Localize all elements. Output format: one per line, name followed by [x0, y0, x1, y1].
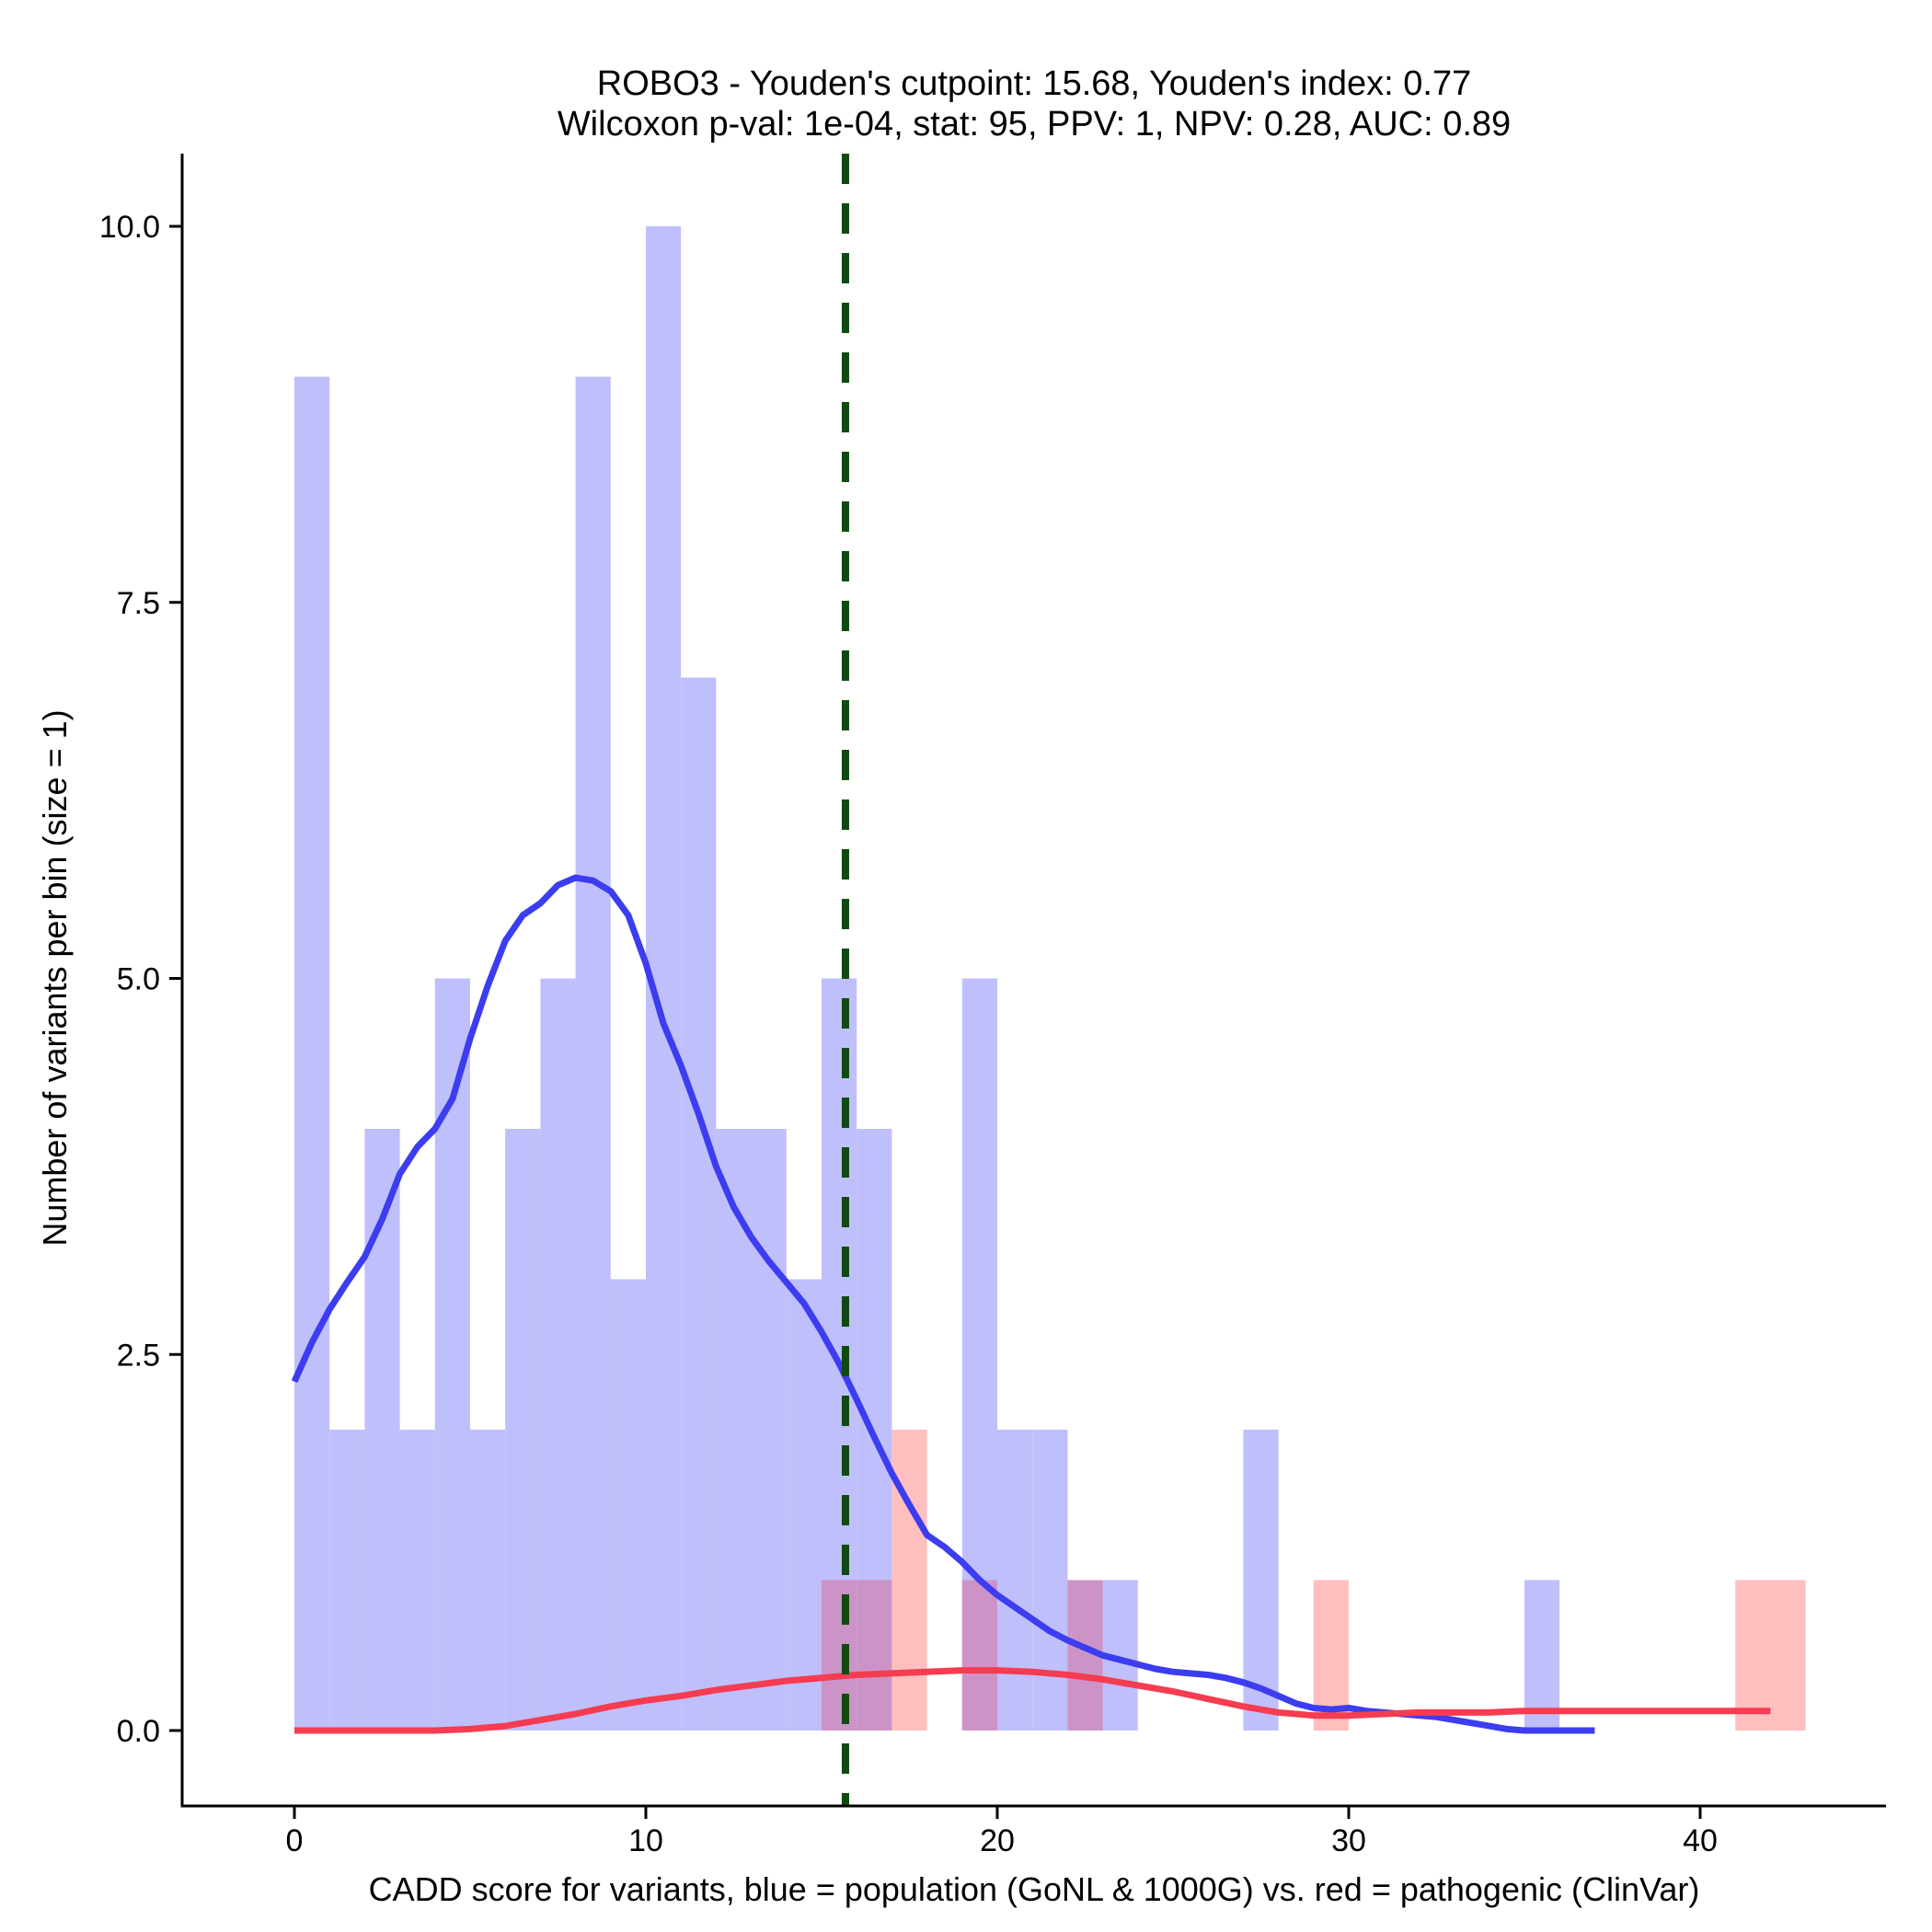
population-bar [610, 1279, 646, 1731]
population-bar [1524, 1580, 1560, 1731]
population-bar [470, 1430, 506, 1731]
x-axis-ticks: 0 10 20 30 40 [286, 1806, 1718, 1858]
population-bar [329, 1430, 365, 1731]
y-tick-label: 0.0 [117, 1714, 160, 1749]
y-tick-label: 2.5 [117, 1338, 160, 1373]
chart-title-line1: ROBO3 - Youden's cutpoint: 15.68, Youden… [597, 64, 1471, 103]
x-tick-label: 0 [286, 1823, 304, 1858]
population-bar [294, 376, 330, 1731]
x-tick-label: 10 [628, 1823, 663, 1858]
pathogenic-bar [857, 1580, 892, 1731]
population-bar [1032, 1430, 1068, 1731]
population-bars [294, 226, 1560, 1731]
population-bar [751, 1129, 787, 1731]
y-tick-label: 5.0 [117, 962, 160, 997]
pathogenic-bar [891, 1430, 927, 1731]
density-lines [291, 874, 1771, 1734]
pathogenic-density-line [294, 1667, 1771, 1734]
population-bar [997, 1430, 1033, 1731]
x-axis-label: CADD score for variants, blue = populati… [369, 1870, 1700, 1908]
population-bar [364, 1129, 400, 1731]
population-bar [716, 1129, 752, 1731]
population-bar [786, 1279, 822, 1731]
pathogenic-bar [1770, 1580, 1806, 1731]
pathogenic-bars [822, 1430, 1806, 1731]
pathogenic-bar [822, 1580, 857, 1731]
x-tick-label: 20 [980, 1823, 1015, 1858]
pathogenic-bar [1735, 1580, 1771, 1731]
chart-title-line2: Wilcoxon p-val: 1e-04, stat: 95, PPV: 1,… [558, 105, 1511, 144]
population-bar [540, 978, 576, 1731]
population-bar [681, 677, 717, 1731]
population-bar [575, 376, 611, 1731]
y-tick-label: 7.5 [117, 586, 160, 621]
y-axis-ticks: 0.0 2.5 5.0 7.5 10.0 [99, 210, 182, 1749]
population-bar [505, 1129, 541, 1731]
population-bar [399, 1430, 435, 1731]
y-tick-label: 10.0 [99, 210, 160, 245]
pathogenic-bar [961, 1580, 997, 1731]
population-bar [1243, 1430, 1279, 1731]
x-tick-label: 40 [1683, 1823, 1718, 1858]
y-axis-label: Number of variants per bin (size = 1) [36, 709, 74, 1246]
x-tick-label: 30 [1331, 1823, 1366, 1858]
